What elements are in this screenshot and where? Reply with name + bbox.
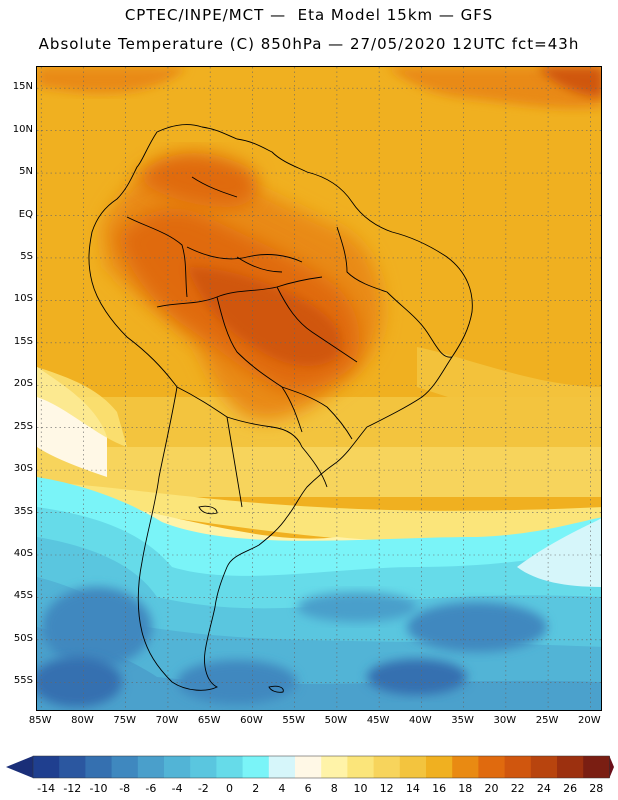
- lat-tick-label: 25S: [13, 420, 33, 432]
- lon-tick-label: 30W: [493, 715, 517, 726]
- colorbar-high-arrow: [609, 756, 614, 778]
- lon-tick-label: 75W: [113, 715, 136, 726]
- lon-tick-label: 25W: [535, 715, 559, 726]
- lat-tick-label: 55S: [13, 675, 33, 687]
- colorbar: [6, 755, 614, 779]
- colorbar-tick-label: 10: [353, 782, 368, 795]
- colorbar-swatch: [452, 756, 479, 778]
- colorbar-tick-label: 8: [330, 782, 338, 795]
- colorbar-tick-label: 16: [432, 782, 447, 795]
- colorbar-swatch: [59, 756, 86, 778]
- colorbar-swatch: [583, 756, 610, 778]
- lon-tick-label: 55W: [282, 715, 305, 726]
- colorbar-swatch: [137, 756, 165, 778]
- colorbar-swatch: [557, 756, 584, 778]
- lon-tick-label: 85W: [28, 715, 52, 726]
- lon-tick-label: 60W: [240, 715, 263, 726]
- coastlines: [88, 124, 473, 693]
- lat-tick-label: 30S: [13, 463, 33, 475]
- lon-tick-label: 50W: [324, 715, 348, 726]
- colorbar-swatch: [321, 756, 348, 778]
- lon-tick-label: 20W: [578, 715, 601, 726]
- lat-tick-label: 50S: [13, 632, 33, 644]
- colorbar-swatch: [33, 756, 60, 778]
- lat-tick-label: 45S: [13, 590, 33, 602]
- colorbar-tick-label: 2: [252, 782, 260, 795]
- lon-tick-label: 45W: [366, 715, 390, 726]
- colorbar-swatch: [164, 756, 191, 778]
- lon-tick-label: 65W: [197, 715, 221, 726]
- temperature-map: [36, 66, 602, 711]
- colorbar-low-arrow: [6, 756, 33, 778]
- colorbar-tick-label: 6: [304, 782, 312, 795]
- colorbar-tick-label: 14: [405, 782, 420, 795]
- lat-tick-label: 35S: [13, 505, 33, 517]
- colorbar-tick-label: 26: [563, 782, 578, 795]
- colorbar-tick-label: -8: [119, 782, 131, 795]
- lon-tick-label: 80W: [71, 715, 94, 726]
- colorbar-tick-label: -14: [37, 782, 56, 795]
- colorbar-swatch: [111, 756, 139, 778]
- colorbar-swatch: [295, 756, 322, 778]
- lat-tick-label: 10N: [12, 123, 33, 135]
- colorbar-tick-label: -12: [63, 782, 82, 795]
- colorbar-tick-label: -6: [145, 782, 157, 795]
- colorbar-tick-label: 24: [536, 782, 551, 795]
- lat-tick-label: 5N: [19, 166, 33, 178]
- colorbar-tick-label: -4: [171, 782, 183, 795]
- colorbar-tick-label: -10: [89, 782, 108, 795]
- colorbar-swatch: [478, 756, 505, 778]
- lat-tick-label: 15N: [12, 81, 33, 93]
- colorbar-swatch: [190, 756, 217, 778]
- lon-tick-label: 40W: [409, 715, 432, 726]
- colorbar-tick-label: 20: [484, 782, 499, 795]
- lat-tick-label: EQ: [18, 208, 33, 220]
- title-line-2: Absolute Temperature (C) 850hPa — 27/05/…: [38, 35, 580, 53]
- lat-tick-label: 40S: [13, 547, 33, 559]
- colorbar-tick-label: 0: [226, 782, 233, 795]
- colorbar-swatch: [530, 756, 558, 778]
- colorbar-swatch: [268, 756, 296, 778]
- colorbar-swatch: [242, 756, 270, 778]
- colorbar-swatch: [426, 756, 453, 778]
- colorbar-swatch: [216, 756, 243, 778]
- map-canvas: [37, 67, 601, 710]
- lat-tick-label: 10S: [13, 293, 33, 305]
- colorbar-tick-label: 18: [458, 782, 473, 795]
- colorbar-tick-label: 22: [510, 782, 525, 795]
- lat-tick-label: 20S: [13, 378, 33, 390]
- colorbar-outline: [32, 755, 610, 779]
- lon-tick-label: 70W: [155, 715, 179, 726]
- colorbar-tick-label: 4: [278, 782, 286, 795]
- colorbar-tick-label: -2: [197, 782, 209, 795]
- colorbar-swatch: [504, 756, 532, 778]
- temperature-field: [37, 67, 601, 710]
- colorbar-swatch: [373, 756, 401, 778]
- lat-tick-label: 5S: [20, 250, 33, 262]
- colorbar-tick-label: 28: [589, 782, 604, 795]
- colorbar-swatch: [399, 756, 427, 778]
- lat-tick-label: 15S: [13, 335, 33, 347]
- title-line-1: CPTEC/INPE/MCT — Eta Model 15km — GFS: [124, 6, 494, 24]
- colorbar-tick-label: 12: [379, 782, 394, 795]
- lon-tick-label: 35W: [451, 715, 474, 726]
- colorbar-swatch: [347, 756, 374, 778]
- colorbar-swatch: [85, 756, 112, 778]
